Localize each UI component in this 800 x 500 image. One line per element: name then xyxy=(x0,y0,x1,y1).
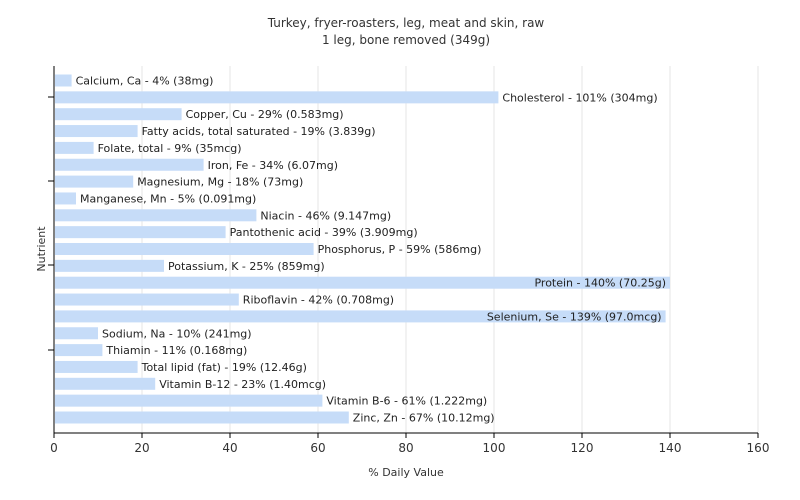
bar xyxy=(55,327,98,340)
bar xyxy=(55,411,349,424)
bar-label: Vitamin B-6 - 61% (1.222mg) xyxy=(326,395,487,408)
bar-label: Copper, Cu - 29% (0.583mg) xyxy=(186,108,344,121)
x-tick-label: 120 xyxy=(571,441,594,455)
bar xyxy=(55,108,182,121)
x-tick-label: 40 xyxy=(222,441,237,455)
bar-label: Magnesium, Mg - 18% (73mg) xyxy=(137,176,303,189)
bar-label: Potassium, K - 25% (859mg) xyxy=(168,260,325,273)
bar xyxy=(55,293,239,306)
bar-label: Phosphorus, P - 59% (586mg) xyxy=(318,243,482,256)
y-axis-label: Nutrient xyxy=(35,226,48,272)
bar-label: Iron, Fe - 34% (6.07mg) xyxy=(208,159,338,172)
bar-label: Pantothenic acid - 39% (3.909mg) xyxy=(230,226,418,239)
bar xyxy=(55,243,314,255)
bar xyxy=(55,192,76,205)
bar-label: Selenium, Se - 139% (97.0mcg) xyxy=(487,310,662,323)
bars: Calcium, Ca - 4% (38mg) Cholesterol - 101… xyxy=(55,74,670,425)
bar xyxy=(55,377,156,390)
bar-label: Folate, total - 9% (35mcg) xyxy=(98,142,242,155)
bar-label: Calcium, Ca - 4% (38mg) xyxy=(76,75,214,88)
bar-label: Fatty acids, total saturated - 19% (3.83… xyxy=(142,125,376,138)
bar-label: Cholesterol - 101% (304mg) xyxy=(502,91,657,104)
bar xyxy=(55,175,134,188)
bar xyxy=(55,91,499,104)
bar-label: Riboflavin - 42% (0.708mg) xyxy=(243,294,394,307)
bar-label: Protein - 140% (70.25g) xyxy=(534,277,666,290)
x-tick-label: 160 xyxy=(747,441,770,455)
bar-label: Thiamin - 11% (0.168mg) xyxy=(105,344,247,357)
bar xyxy=(55,158,204,171)
bar xyxy=(55,344,103,357)
x-tick-label: 80 xyxy=(398,441,413,455)
bar-label: Zinc, Zn - 67% (10.12mg) xyxy=(353,412,495,425)
bar xyxy=(55,209,257,222)
bar xyxy=(55,74,72,87)
bar xyxy=(55,360,138,373)
x-tick-label: 140 xyxy=(659,441,682,455)
gridlines xyxy=(141,66,759,433)
bar-label: Sodium, Na - 10% (241mg) xyxy=(102,327,252,340)
bar xyxy=(55,226,226,239)
bar xyxy=(55,276,670,289)
bar xyxy=(55,125,138,138)
x-tick-label: 20 xyxy=(134,441,149,455)
x-tick-label: 0 xyxy=(50,441,58,455)
bar-label: Manganese, Mn - 5% (0.091mg) xyxy=(80,192,256,205)
bar xyxy=(55,394,323,407)
x-ticks: 0 20 40 60 80 100 120 140 160 xyxy=(48,96,770,455)
bar xyxy=(55,259,164,272)
bar xyxy=(55,310,666,323)
bar-label: Niacin - 46% (9.147mg) xyxy=(260,209,391,222)
chart-subtitle: 1 leg, bone removed (349g) xyxy=(322,33,490,47)
bar-label: Vitamin B-12 - 23% (1.40mcg) xyxy=(159,378,326,391)
x-tick-label: 100 xyxy=(483,441,506,455)
chart-title: Turkey, fryer-roasters, leg, meat and sk… xyxy=(267,16,545,30)
bar-label: Total lipid (fat) - 19% (12.46g) xyxy=(141,361,307,374)
bar xyxy=(55,141,94,154)
x-axis-label: % Daily Value xyxy=(368,466,444,479)
x-tick-label: 60 xyxy=(310,441,325,455)
